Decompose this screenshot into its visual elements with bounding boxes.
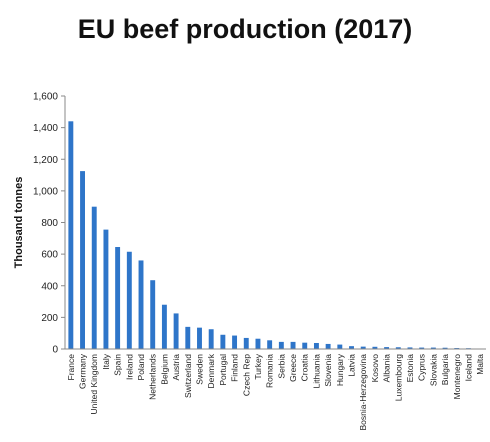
bar xyxy=(126,251,132,349)
x-tick-label: Italy xyxy=(101,353,111,369)
x-tick-label: Austria xyxy=(171,354,181,381)
x-tick-label: Luxembourg xyxy=(393,354,403,402)
bar xyxy=(407,347,413,349)
x-tick-label: Malta xyxy=(475,354,485,375)
x-axis-labels: France Germany United Kingdom Italy Spain Ire… xyxy=(66,353,485,430)
bar xyxy=(442,347,448,349)
bar xyxy=(278,341,284,349)
x-tick-label: Slovenia xyxy=(323,354,333,387)
x-tick-label: Switzerland xyxy=(183,354,193,398)
bar xyxy=(161,304,167,349)
bar xyxy=(138,260,144,349)
x-tick-label: Germany xyxy=(78,353,88,389)
bar xyxy=(91,206,97,349)
x-tick-label: Portugal xyxy=(218,354,228,386)
x-tick-label: Spain xyxy=(113,354,123,376)
bar xyxy=(325,343,331,349)
x-tick-label: Romania xyxy=(265,354,275,388)
x-tick-label: Ireland xyxy=(124,354,134,380)
x-tick-label: Turkey xyxy=(253,353,263,379)
bar xyxy=(115,247,121,349)
x-tick-label: Estonia xyxy=(405,354,415,383)
bar xyxy=(185,326,191,349)
x-tick-label: Bosnia-Herzegovina xyxy=(358,354,368,431)
x-tick-label: Denmark xyxy=(206,353,216,388)
x-tick-label: Bulgaria xyxy=(440,354,450,385)
bar xyxy=(384,347,390,349)
x-tick-label: Cyprus xyxy=(417,354,427,381)
bar xyxy=(243,337,249,349)
bar xyxy=(349,346,354,349)
y-tick-label: 600 xyxy=(41,250,58,261)
x-tick-label: France xyxy=(66,354,76,381)
x-tick-label: Kosovo xyxy=(370,354,380,383)
x-tick-label: Albania xyxy=(382,354,392,383)
y-tick-label: 800 xyxy=(41,218,58,229)
bar xyxy=(232,335,238,349)
bars xyxy=(68,121,483,349)
bar xyxy=(302,342,308,349)
bar xyxy=(395,347,401,349)
x-tick-label: Finland xyxy=(230,354,240,382)
y-tick-label: 400 xyxy=(41,281,58,292)
bar xyxy=(208,329,214,349)
bar xyxy=(197,327,202,349)
bar xyxy=(430,347,436,349)
x-tick-label: Lithuania xyxy=(311,354,321,389)
bar xyxy=(313,342,319,349)
bar xyxy=(80,171,85,349)
y-tick-label: 1,600 xyxy=(33,92,58,103)
bar xyxy=(419,347,425,349)
bar xyxy=(337,344,343,349)
y-tick-label: 0 xyxy=(52,345,58,356)
x-tick-label: Hungary xyxy=(335,353,345,386)
bar xyxy=(173,313,179,349)
x-tick-label: Greece xyxy=(288,354,298,382)
y-axis-ticks: 0 200 400 600 800 1,000 1,200 1,400 1,600 xyxy=(33,92,65,356)
x-tick-label: Iceland xyxy=(463,354,473,382)
bar xyxy=(68,121,74,349)
bar xyxy=(267,340,273,349)
bar xyxy=(220,334,226,349)
bar xyxy=(372,346,378,349)
bar xyxy=(360,346,366,349)
x-tick-label: Latvia xyxy=(347,354,357,377)
bar xyxy=(255,338,261,349)
y-axis-title: Thousand tonnes xyxy=(13,177,25,269)
bar xyxy=(150,280,156,349)
chart-title: EU beef production (2017) xyxy=(77,14,413,44)
x-tick-label: Poland xyxy=(136,354,146,381)
x-tick-label: Czech Rep xyxy=(241,354,251,396)
x-tick-label: Belgium xyxy=(159,354,169,385)
y-tick-label: 1,400 xyxy=(33,123,58,134)
bar xyxy=(290,341,296,349)
x-tick-label: Montenegro xyxy=(452,354,462,400)
y-tick-label: 1,200 xyxy=(33,155,58,166)
y-tick-label: 200 xyxy=(41,313,58,324)
x-tick-label: Sweden xyxy=(194,354,204,385)
x-tick-label: Slovakia xyxy=(428,354,438,386)
y-tick-label: 1,000 xyxy=(33,186,58,197)
x-tick-label: United Kingdom xyxy=(89,354,99,414)
x-tick-label: Netherlands xyxy=(148,354,158,400)
bar xyxy=(103,229,109,349)
x-tick-label: Croatia xyxy=(300,354,310,382)
x-tick-label: Serbia xyxy=(276,354,286,379)
